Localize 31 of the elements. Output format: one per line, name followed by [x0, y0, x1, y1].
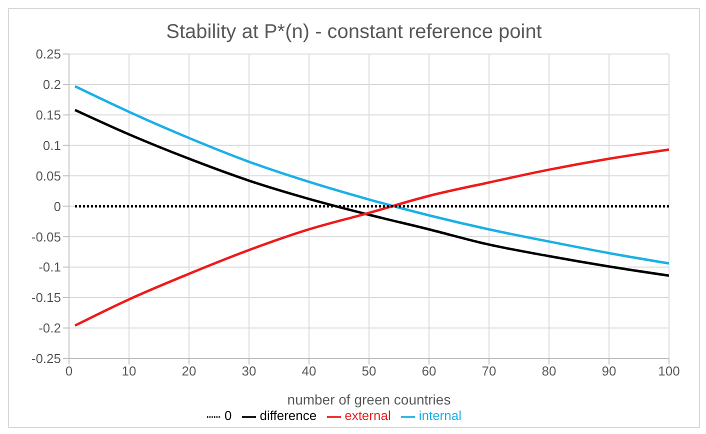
line-series	[74, 108, 669, 277]
x-tick-label: 0	[65, 364, 73, 379]
y-tick-label: -0.1	[38, 260, 61, 275]
x-tick-label: 70	[482, 364, 496, 379]
x-tick-label: 80	[542, 364, 556, 379]
y-tick-label: 0	[54, 198, 61, 214]
x-tick-label: 90	[602, 364, 616, 379]
x-tick-label: 50	[362, 364, 376, 379]
x-tick-label: 10	[122, 364, 136, 379]
y-tick-label: 0.25	[36, 46, 61, 62]
y-tick-label: 0.2	[42, 77, 61, 92]
y-tick-label: -0.2	[38, 320, 61, 336]
y-tick-label: -0.25	[31, 351, 61, 366]
x-tick-label: 20	[182, 364, 196, 379]
x-tick-label: 40	[302, 364, 316, 379]
chart-title: Stability at P*(n) - constant reference point	[165, 21, 543, 44]
legend-label: external	[344, 408, 391, 424]
legend-label: difference	[260, 408, 317, 424]
legend-label: internal	[418, 408, 462, 424]
y-tick-label: 0.1	[42, 138, 61, 153]
line-series	[74, 148, 669, 327]
y-tick-label: -0.05	[31, 229, 61, 244]
line-series	[74, 85, 669, 265]
x-axis-title: number of green countries	[287, 391, 451, 408]
x-tick-label: 30	[242, 364, 256, 379]
x-tick-label: 60	[422, 364, 436, 379]
legend-label: 0	[224, 408, 232, 424]
y-tick-label: -0.15	[31, 290, 61, 306]
y-tick-label: 0.15	[36, 108, 61, 122]
x-tick-label: 100	[658, 364, 680, 379]
y-tick-label: 0.05	[36, 168, 61, 184]
